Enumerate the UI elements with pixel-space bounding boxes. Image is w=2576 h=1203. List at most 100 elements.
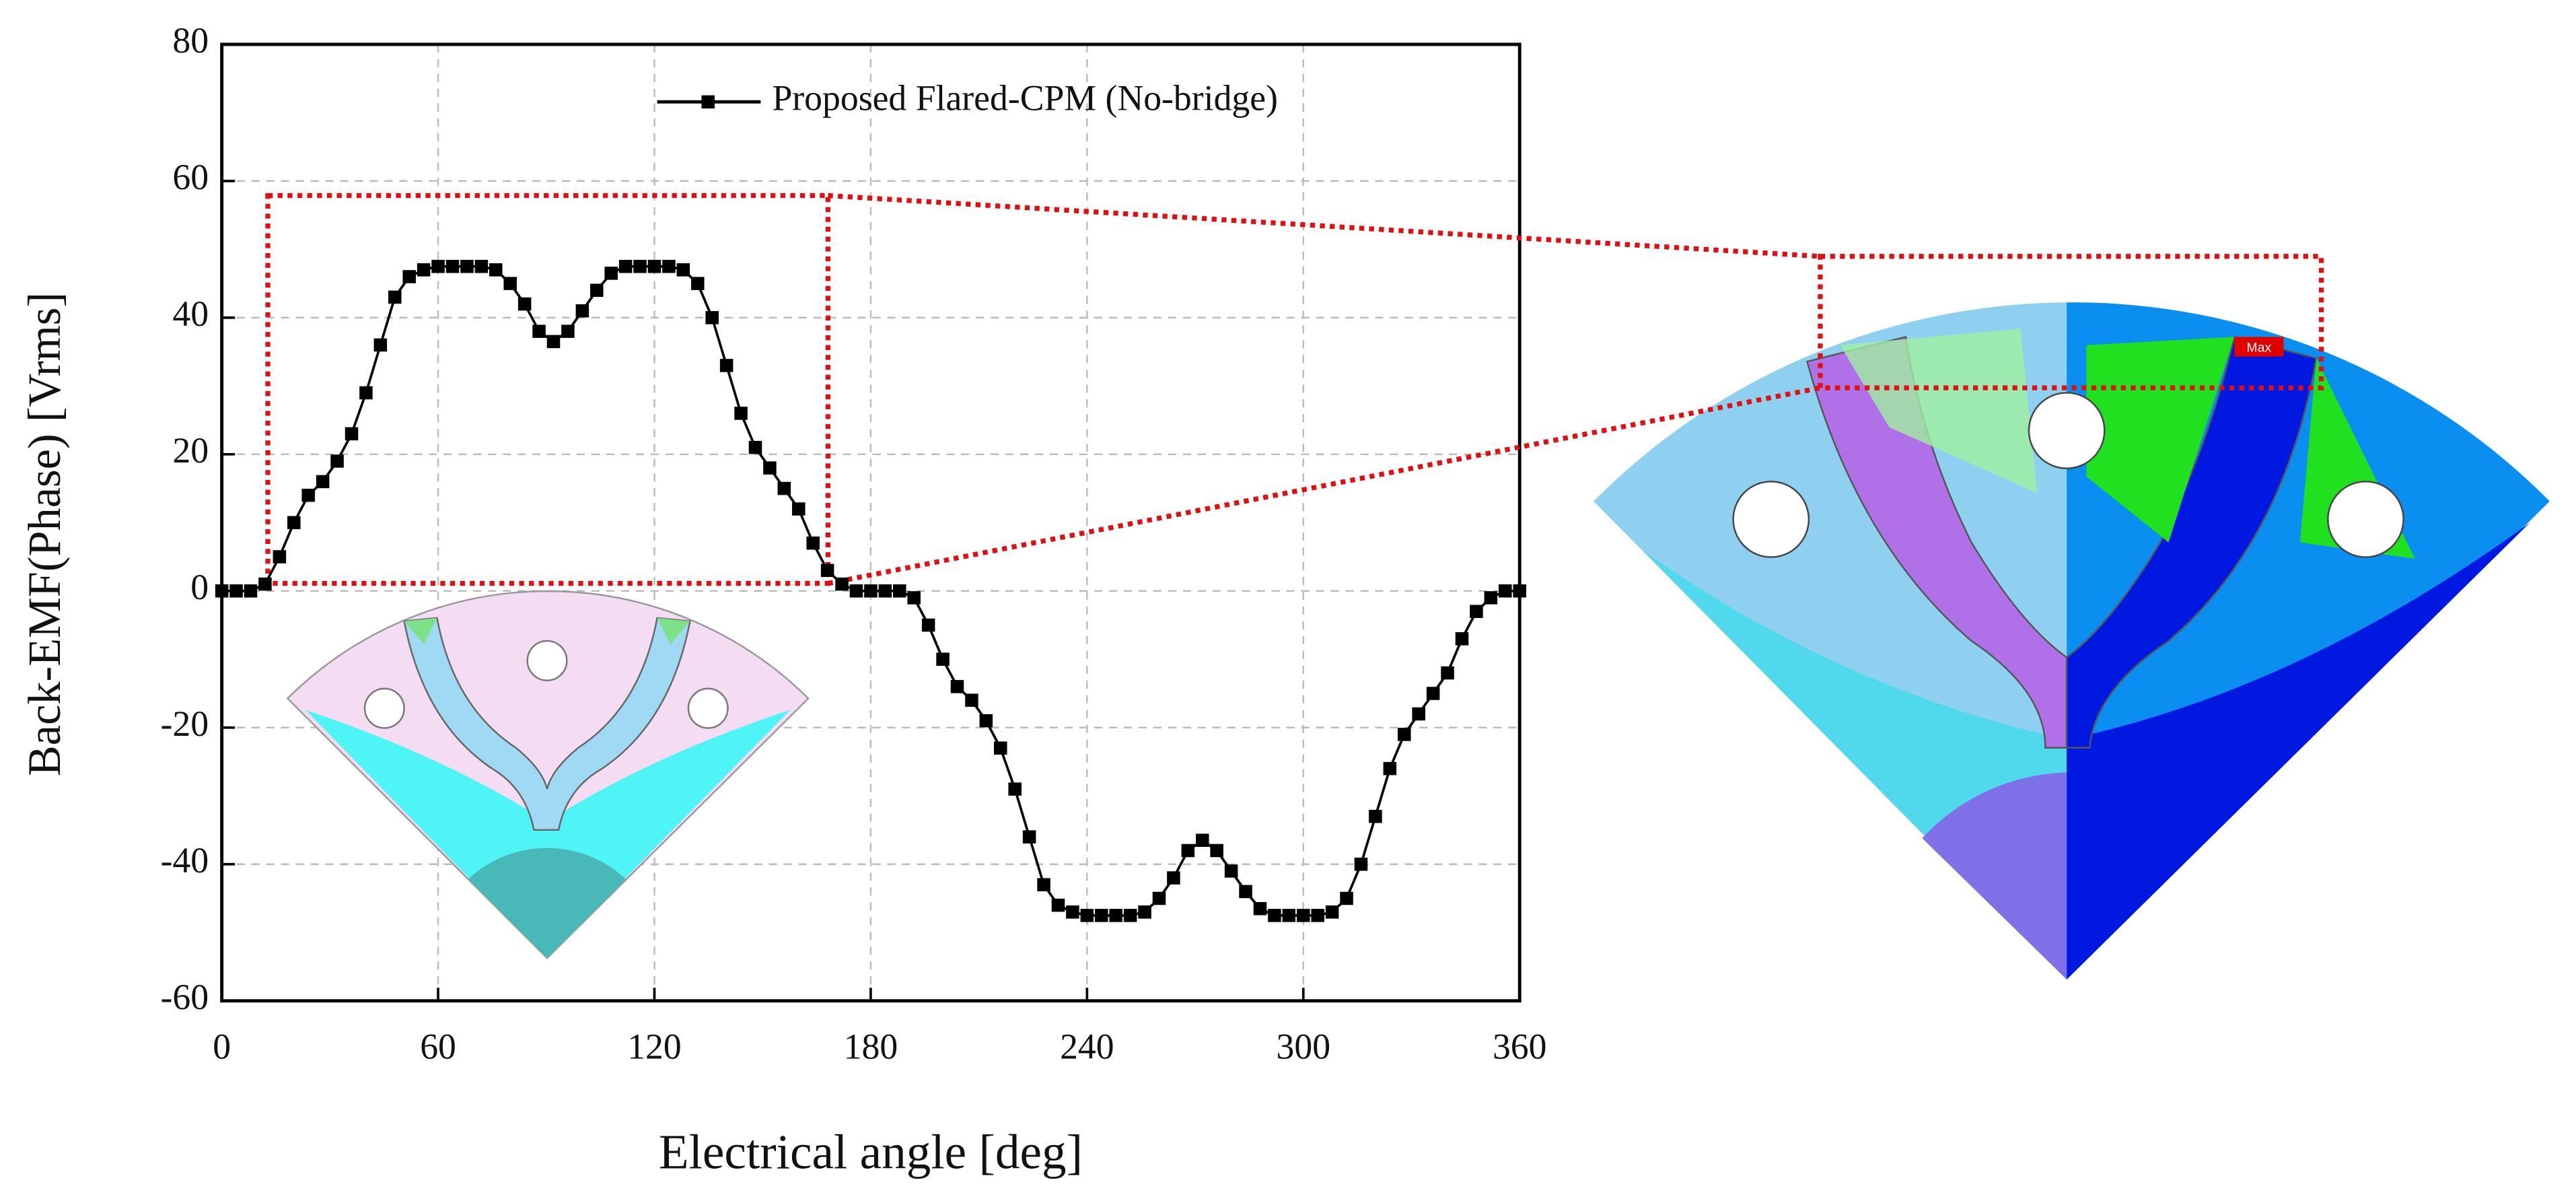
data-point — [229, 584, 243, 598]
data-point — [532, 324, 546, 338]
y-tick-label: 80 — [172, 20, 209, 61]
data-point — [676, 263, 690, 277]
x-tick-label: 180 — [844, 1026, 898, 1066]
x-tick-label: 240 — [1060, 1026, 1114, 1066]
legend-label: Proposed Flared-CPM (No-bridge) — [772, 78, 1278, 118]
data-point — [849, 584, 863, 598]
data-point — [1253, 901, 1267, 916]
y-axis-label: Back-EMF(Phase) [Vrms] — [19, 292, 70, 776]
max-label: Max — [2246, 341, 2271, 355]
y-tick-label: 60 — [172, 157, 209, 197]
data-point — [777, 481, 791, 495]
data-point — [258, 577, 272, 591]
data-point — [1484, 591, 1498, 605]
data-point — [647, 259, 661, 273]
data-point — [431, 259, 445, 273]
rotor-inset — [286, 590, 810, 959]
data-point — [1441, 666, 1454, 680]
data-point — [921, 618, 935, 632]
data-point — [936, 652, 950, 666]
data-point — [950, 680, 964, 693]
data-point — [662, 259, 676, 273]
data-point — [1152, 891, 1166, 905]
data-point — [893, 584, 906, 598]
data-point — [575, 304, 589, 318]
data-point — [1354, 857, 1368, 871]
data-point — [734, 407, 748, 420]
data-point — [1455, 632, 1469, 646]
data-point — [835, 577, 849, 591]
data-point — [1022, 830, 1036, 844]
data-point — [1325, 905, 1339, 919]
plot: 0 60 120 180 240 300 360 -60 -40 -20 0 20 40 60 80 — [161, 20, 1547, 1066]
data-point — [1513, 584, 1526, 598]
y-tick-label: -60 — [161, 977, 209, 1017]
data-point — [489, 263, 503, 277]
data-point — [316, 475, 330, 489]
data-point — [460, 259, 474, 273]
data-point — [1066, 905, 1079, 919]
data-point — [820, 563, 834, 578]
data-point — [1224, 864, 1238, 878]
data-point — [215, 584, 229, 598]
data-point — [1268, 909, 1281, 922]
x-tick-label: 0 — [213, 1026, 231, 1066]
data-point — [748, 440, 762, 454]
data-point — [244, 584, 258, 598]
data-point — [1095, 909, 1108, 922]
data-point — [1167, 871, 1180, 885]
y-tick-label: -20 — [161, 703, 209, 744]
legend-marker — [701, 95, 715, 109]
data-point — [1196, 833, 1209, 847]
data-point — [979, 714, 993, 728]
data-point — [359, 386, 373, 400]
data-point — [1239, 885, 1252, 899]
data-point — [273, 550, 287, 563]
data-point — [633, 259, 647, 273]
data-point — [691, 277, 705, 290]
data-point — [1340, 891, 1353, 905]
data-point — [330, 454, 344, 468]
data-point — [1080, 909, 1094, 922]
data-point — [561, 324, 575, 338]
x-axis-label: Electrical angle [deg] — [659, 1124, 1083, 1179]
data-point — [445, 259, 460, 273]
data-point — [763, 461, 777, 475]
data-point — [1297, 909, 1310, 922]
data-point — [1109, 909, 1122, 922]
data-point — [1383, 761, 1397, 776]
data-point — [907, 591, 921, 605]
data-point — [1210, 844, 1223, 858]
data-point — [1138, 905, 1151, 919]
x-tick-label: 120 — [627, 1026, 682, 1066]
data-point — [1412, 707, 1425, 721]
data-point — [1499, 584, 1512, 598]
data-point — [1470, 605, 1483, 619]
data-point — [965, 693, 978, 707]
data-point — [517, 297, 532, 311]
x-tick-label: 360 — [1493, 1026, 1547, 1066]
data-point — [1398, 728, 1411, 741]
zoom-markers — [265, 193, 2324, 586]
data-point — [345, 427, 359, 441]
data-point — [388, 290, 402, 304]
plot-frame — [220, 42, 1522, 1003]
data-point — [864, 584, 878, 598]
data-point — [806, 537, 820, 550]
data-point — [373, 338, 388, 352]
data-point — [878, 584, 892, 598]
data-point — [1282, 909, 1296, 922]
data-point — [402, 270, 416, 283]
data-point — [546, 335, 561, 349]
data-point — [1051, 898, 1065, 912]
y-tick-label: 0 — [190, 567, 209, 607]
data-point — [792, 502, 806, 516]
data-point — [604, 267, 618, 280]
data-point — [1311, 909, 1324, 922]
data-point — [1037, 878, 1050, 891]
data-point — [618, 259, 633, 273]
data-point — [503, 277, 517, 290]
data-point — [287, 516, 301, 530]
fea-inset: Max — [1594, 302, 2550, 979]
